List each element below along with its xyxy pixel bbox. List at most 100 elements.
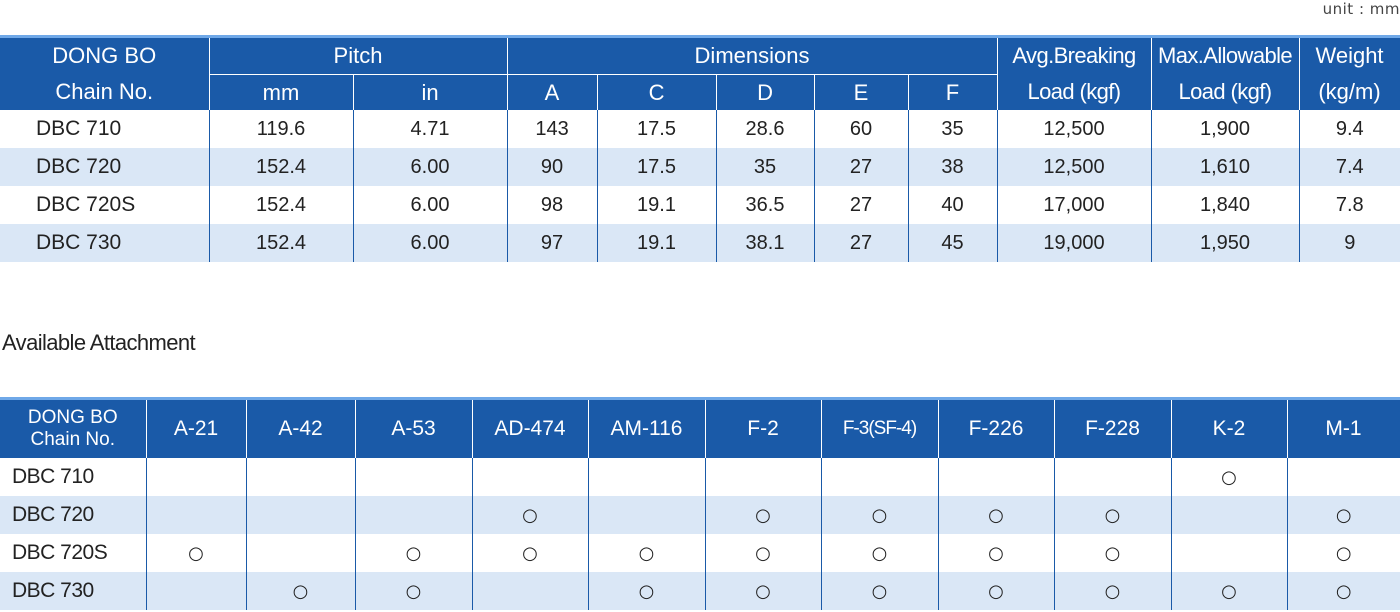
pitch-mm-cell: 152.4 [208, 148, 353, 186]
unit-label: unit : mm [1322, 0, 1400, 18]
dim-c-cell: 19.1 [596, 186, 717, 224]
pitch-in-cell: 4.71 [352, 110, 508, 148]
attachment-chain-no-cell: DBC 730 [0, 572, 146, 610]
pitch-in-cell: 6.00 [352, 148, 508, 186]
weight-cell: 7.8 [1298, 186, 1400, 224]
spec-table-accent-line [0, 35, 1400, 38]
dim-e-cell: 27 [813, 148, 909, 186]
col-f-3-sf-4-header: F-3(SF-4) [820, 400, 939, 458]
pitch-mm-header: mm [209, 74, 354, 110]
chain-no-cell: DBC 720S [0, 186, 209, 224]
pitch-mm-cell: 152.4 [208, 186, 353, 224]
attachment-mark-cell: ○ [1286, 572, 1400, 610]
table-row: DBC 730 ○ ○ ○ ○ ○ ○ ○ ○ ○ [0, 572, 1400, 610]
chain-spec-table: DONG BO Chain No. Pitch Dimensions Avg.B… [0, 38, 1400, 262]
attachment-mark-cell [245, 458, 355, 496]
dimensions-header: Dimensions [506, 38, 998, 75]
weight-cell: 9 [1298, 224, 1400, 262]
attachment-mark-cell: ○ [245, 572, 355, 610]
attachment-mark-cell [587, 458, 705, 496]
dim-c-cell: 17.5 [596, 110, 717, 148]
col-am-116-header: AM-116 [587, 400, 706, 458]
attachment-chain-no-header: DONG BO Chain No. [0, 400, 147, 458]
attachment-mark-cell: ○ [820, 496, 938, 534]
table-row: DBC 710 119.6 4.71 143 17.5 28.6 60 35 1… [0, 110, 1400, 148]
avg-breaking-load-header: Avg.Breaking Load (kgf) [996, 38, 1152, 110]
attachment-mark-cell: ○ [587, 572, 705, 610]
attachment-mark-cell: ○ [1170, 458, 1287, 496]
max-allowable-cell: 1,950 [1150, 224, 1300, 262]
avg-breaking-cell: 12,500 [996, 148, 1152, 186]
dim-c-cell: 19.1 [596, 224, 717, 262]
pitch-mm-cell: 152.4 [208, 224, 353, 262]
attachment-mark-cell: ○ [471, 496, 588, 534]
dim-d-cell: 38.1 [715, 224, 815, 262]
attachment-mark-cell [1286, 458, 1400, 496]
dim-a-cell: 143 [506, 110, 598, 148]
col-a-53-header: A-53 [354, 400, 473, 458]
col-m-1-header: M-1 [1286, 400, 1400, 458]
attachment-mark-cell: ○ [1053, 534, 1171, 572]
attachment-mark-cell [820, 458, 938, 496]
attachment-mark-cell: ○ [704, 534, 821, 572]
attachment-mark-cell [245, 496, 355, 534]
attachment-mark-cell: ○ [1053, 572, 1171, 610]
attachment-chain-no-cell: DBC 720 [0, 496, 146, 534]
table-row: DBC 720S 152.4 6.00 98 19.1 36.5 27 40 1… [0, 186, 1400, 224]
attachment-mark-cell: ○ [1053, 496, 1171, 534]
attachment-mark-cell: ○ [145, 534, 246, 572]
attachment-mark-cell: ○ [820, 572, 938, 610]
dim-a-cell: 98 [506, 186, 598, 224]
col-f-226-header: F-226 [937, 400, 1055, 458]
pitch-header: Pitch [208, 38, 508, 75]
col-f-228-header: F-228 [1053, 400, 1172, 458]
attachment-table-accent-line [0, 397, 1400, 400]
attachment-mark-cell [1170, 534, 1287, 572]
pitch-in-header: in [352, 74, 508, 110]
chain-no-cell: DBC 710 [0, 110, 209, 148]
weight-cell: 9.4 [1298, 110, 1400, 148]
dim-e-cell: 27 [813, 224, 909, 262]
attachment-mark-cell: ○ [471, 534, 588, 572]
col-ad-474-header: AD-474 [471, 400, 589, 458]
attachment-mark-cell [704, 458, 821, 496]
dim-f-cell: 38 [907, 148, 998, 186]
dim-a-cell: 90 [506, 148, 598, 186]
attachment-mark-cell [471, 572, 588, 610]
dim-e-cell: 60 [813, 110, 909, 148]
dim-c-cell: 17.5 [596, 148, 717, 186]
dim-e-header: E [813, 74, 909, 110]
chain-no-cell: DBC 720 [0, 148, 209, 186]
attachment-mark-cell [354, 458, 472, 496]
max-allowable-cell: 1,900 [1150, 110, 1300, 148]
attachment-mark-cell [471, 458, 588, 496]
attachment-mark-cell: ○ [937, 496, 1054, 534]
attachment-mark-cell: ○ [1286, 496, 1400, 534]
attachment-mark-cell [937, 458, 1054, 496]
max-allowable-load-header: Max.Allowable Load (kgf) [1150, 38, 1300, 110]
dim-e-cell: 27 [813, 186, 909, 224]
table-row: DBC 720 ○ ○ ○ ○ ○ ○ [0, 496, 1400, 534]
attachment-mark-cell [145, 496, 246, 534]
attachment-chain-no-cell: DBC 720S [0, 534, 146, 572]
max-allowable-cell: 1,610 [1150, 148, 1300, 186]
attachment-mark-cell [1053, 458, 1171, 496]
col-k-2-header: K-2 [1170, 400, 1288, 458]
attachment-mark-cell [354, 496, 472, 534]
chain-no-cell: DBC 730 [0, 224, 209, 262]
dim-d-cell: 36.5 [715, 186, 815, 224]
attachment-mark-cell: ○ [820, 534, 938, 572]
pitch-in-cell: 6.00 [352, 186, 508, 224]
available-attachment-title: Available Attachment [2, 330, 196, 355]
table-row: DBC 730 152.4 6.00 97 19.1 38.1 27 45 19… [0, 224, 1400, 262]
pitch-in-cell: 6.00 [352, 224, 508, 262]
max-allowable-cell: 1,840 [1150, 186, 1300, 224]
avg-breaking-cell: 12,500 [996, 110, 1152, 148]
chain-no-header: DONG BO Chain No. [0, 38, 210, 110]
attachment-mark-cell: ○ [937, 534, 1054, 572]
table-row: DBC 720S ○ ○ ○ ○ ○ ○ ○ ○ ○ [0, 534, 1400, 572]
attachment-mark-cell: ○ [704, 496, 821, 534]
dim-c-header: C [596, 74, 717, 110]
table-row: DBC 710 ○ [0, 458, 1400, 496]
weight-header: Weight (kg/m) [1298, 38, 1400, 110]
